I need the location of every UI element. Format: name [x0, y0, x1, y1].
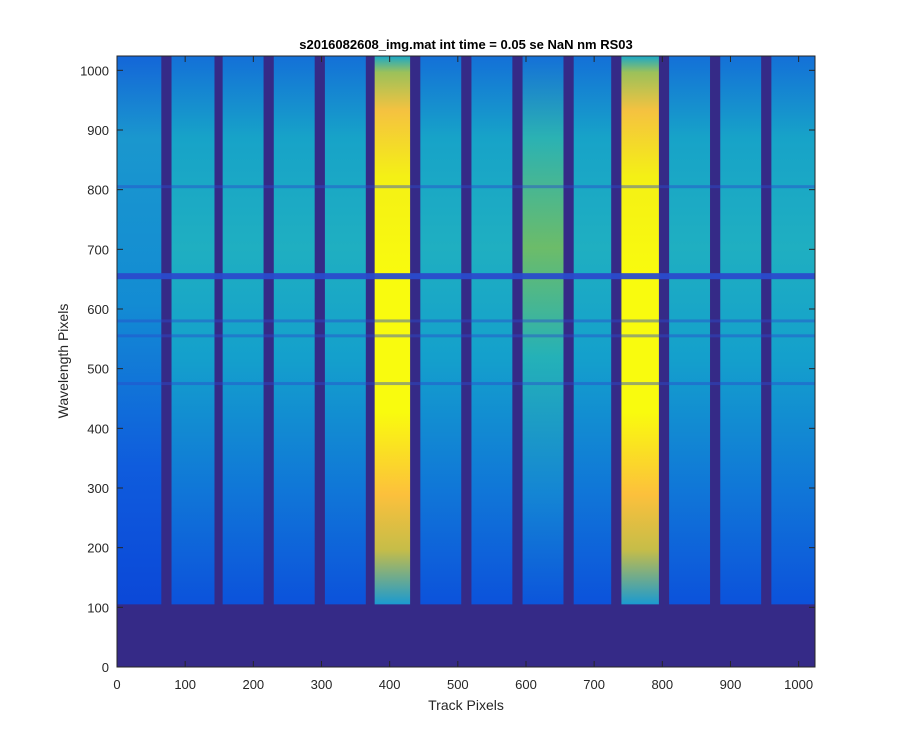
track-13: [720, 56, 762, 605]
track-2: [171, 56, 215, 605]
x-tick-label: 500: [447, 677, 469, 692]
y-tick-label: 200: [87, 541, 109, 556]
x-tick-label: 200: [242, 677, 264, 692]
y-tick-label: 300: [87, 481, 109, 496]
absorption-line: [117, 334, 815, 338]
y-tick-label: 400: [87, 421, 109, 436]
track-8: [471, 56, 513, 605]
absorption-lines-layer: [117, 185, 815, 386]
track-9: [522, 56, 564, 605]
y-tick-label: 800: [87, 183, 109, 198]
track-3: [222, 56, 264, 605]
track-14: [771, 56, 815, 605]
y-tick-label: 1000: [80, 63, 109, 78]
x-tick-label: 100: [174, 677, 196, 692]
x-axis-label: Track Pixels: [428, 697, 504, 713]
x-tick-label: 0: [113, 677, 120, 692]
y-axis-label: Wavelength Pixels: [55, 304, 71, 419]
plot-background: [117, 56, 815, 667]
track-5: [324, 56, 366, 605]
absorption-line: [117, 273, 815, 280]
track-10: [573, 56, 612, 605]
y-tick-label: 900: [87, 123, 109, 138]
tracks-layer: [117, 56, 815, 605]
chart-title: s2016082608_img.mat int time = 0.05 se N…: [299, 37, 633, 52]
track-12: [669, 56, 711, 605]
y-axis-ticks: 0 100 200 300 400 500 600 700 800 900 1000: [80, 63, 815, 675]
track-11: [621, 56, 659, 605]
x-axis-ticks: 0 100 200 300 400 500 600 700 800 900 1000: [113, 56, 813, 692]
absorption-line: [117, 382, 815, 386]
plot-frame: [116, 55, 816, 668]
x-tick-label: 900: [720, 677, 742, 692]
x-tick-label: 800: [651, 677, 673, 692]
x-tick-label: 600: [515, 677, 537, 692]
track-1: [117, 56, 162, 605]
y-tick-label: 100: [87, 600, 109, 615]
plot-area: [117, 56, 815, 667]
x-tick-label: 700: [583, 677, 605, 692]
absorption-line: [117, 319, 815, 323]
track-6: [374, 56, 411, 605]
absorption-line: [117, 185, 815, 189]
y-tick-label: 700: [87, 242, 109, 257]
y-tick-label: 600: [87, 302, 109, 317]
x-tick-label: 300: [311, 677, 333, 692]
y-tick-label: 500: [87, 362, 109, 377]
track-7: [420, 56, 462, 605]
track-4: [273, 56, 315, 605]
y-tick-label: 0: [102, 660, 109, 675]
x-tick-label: 1000: [784, 677, 813, 692]
x-tick-label: 400: [379, 677, 401, 692]
